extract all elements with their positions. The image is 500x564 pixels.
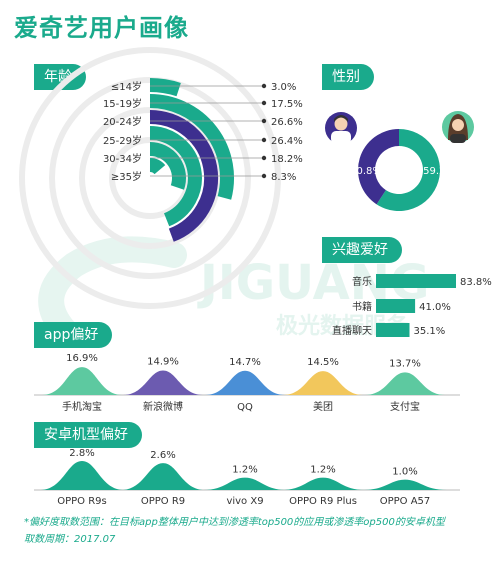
age-bar [149, 126, 202, 227]
age-category-label: ≤14岁 [111, 80, 142, 93]
age-value-label: 26.4% [271, 136, 303, 147]
phone-bell [363, 479, 447, 490]
app-bell [365, 372, 445, 395]
phone-category-label: vivo X9 [226, 496, 263, 507]
gender-slice-female [376, 129, 440, 211]
app-bell [283, 371, 363, 395]
section-label-app: app偏好 [34, 322, 113, 348]
section-label-phone: 安卓机型偏好 [34, 422, 142, 448]
phone-bell [281, 477, 365, 490]
age-bg-ring [19, 47, 281, 309]
section-label-interest: 兴趣爱好 [322, 237, 402, 263]
interest-bar [376, 299, 416, 313]
phone-value-label: 2.6% [150, 450, 175, 461]
interest-bar [376, 274, 456, 288]
age-category-label: 20-24岁 [103, 115, 142, 128]
phone-category-label: OPPO R9s [57, 496, 107, 507]
interest-category-label: 书籍 [352, 300, 372, 313]
age-value-label: 18.2% [271, 154, 303, 165]
age-dot [261, 173, 267, 179]
age-value-label: 8.3% [271, 172, 296, 183]
footnote-line-1: *偏好度取数范围：在目标app整体用户中达到渗透率top500的应用或渗透率op… [24, 517, 445, 528]
age-dot [261, 100, 267, 106]
app-value-label: 13.7% [389, 358, 421, 369]
age-dot [261, 137, 267, 143]
age-category-label: 15-19岁 [103, 97, 142, 110]
age-dot [261, 83, 267, 89]
age-bg-ring [49, 77, 251, 279]
app-bell [123, 370, 203, 395]
app-category-label: 美团 [313, 400, 333, 413]
age-category-label: 25-29岁 [103, 134, 142, 147]
gender-slice-male [357, 129, 399, 205]
watermark-swirl-icon [38, 236, 187, 343]
app-value-label: 14.5% [307, 357, 339, 368]
footnote: *偏好度取数范围：在目标app整体用户中达到渗透率top500的应用或渗透率op… [24, 514, 474, 548]
phone-value-label: 1.2% [232, 465, 257, 476]
age-dot [261, 118, 267, 124]
female-avatar-icon [442, 111, 474, 143]
age-bar [149, 142, 186, 190]
phone-category-label: OPPO R9 Plus [289, 496, 357, 507]
age-value-label: 3.0% [271, 82, 296, 93]
app-value-label: 14.7% [229, 357, 261, 368]
age-category-label: 30-34岁 [103, 152, 142, 165]
app-category-label: QQ [237, 402, 253, 413]
phone-value-label: 2.8% [69, 448, 94, 459]
male-avatar-icon [325, 112, 357, 144]
phone-value-label: 1.2% [310, 465, 335, 476]
interest-category-label: 直播聊天 [332, 324, 372, 337]
app-bell [205, 370, 285, 395]
watermark-logo [24, 235, 214, 349]
phone-bell [40, 461, 124, 490]
gender-male-label: 40.8% [350, 166, 382, 177]
app-value-label: 14.9% [147, 356, 179, 367]
phone-category-label: OPPO R9 [141, 496, 185, 507]
age-dot [261, 155, 267, 161]
age-bar [149, 109, 219, 242]
age-value-label: 26.6% [271, 117, 303, 128]
app-value-label: 16.9% [66, 353, 98, 364]
interest-category-label: 音乐 [352, 275, 372, 288]
interest-bar [376, 323, 410, 337]
app-category-label: 手机淘宝 [62, 400, 102, 413]
interest-value-label: 41.0% [419, 302, 451, 313]
footnote-line-2: 取数周期：2017.07 [24, 534, 116, 545]
phone-category-label: OPPO A57 [380, 496, 431, 507]
phone-bell [203, 477, 287, 490]
page-title: 爱奇艺用户画像 [14, 14, 189, 42]
phone-bell [121, 463, 205, 490]
interest-value-label: 83.8% [460, 277, 492, 288]
app-bell [42, 367, 122, 395]
interest-value-label: 35.1% [414, 326, 446, 337]
app-category-label: 支付宝 [390, 400, 420, 413]
age-category-label: ≥35岁 [111, 170, 142, 183]
age-bar [149, 158, 166, 175]
app-category-label: 新浪微博 [143, 400, 183, 413]
age-value-label: 17.5% [271, 99, 303, 110]
section-label-gender: 性别 [322, 64, 374, 90]
phone-value-label: 1.0% [392, 467, 417, 478]
gender-female-label: 59.2% [423, 166, 455, 177]
